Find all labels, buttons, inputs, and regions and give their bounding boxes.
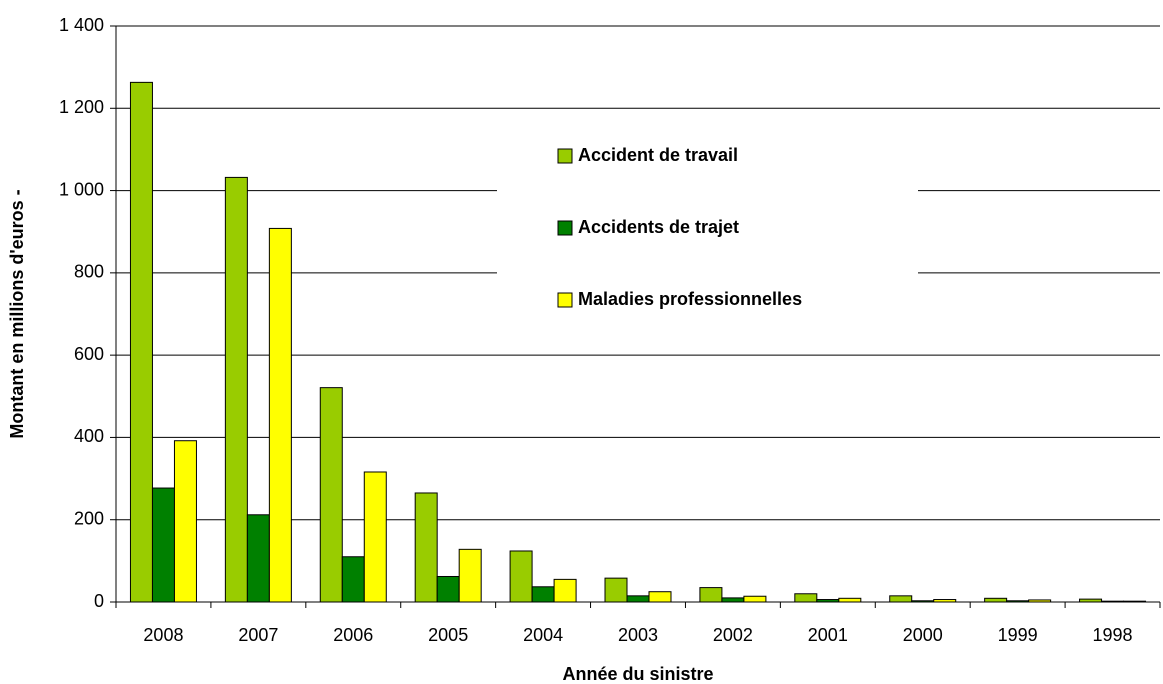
x-tick-label: 1998 <box>1093 625 1133 645</box>
y-tick-label: 1 000 <box>59 179 104 199</box>
bar <box>129 81 153 603</box>
bar <box>626 595 650 603</box>
bar <box>151 487 175 603</box>
x-tick-label: 2003 <box>618 625 658 645</box>
y-tick-label: 200 <box>74 508 104 528</box>
bar <box>224 176 248 603</box>
bar <box>1006 600 1030 603</box>
y-tick-label: 1 200 <box>59 97 104 117</box>
bar <box>173 440 197 603</box>
x-tick-label: 1999 <box>998 625 1038 645</box>
bar <box>721 597 745 603</box>
legend-swatch <box>557 292 573 308</box>
bar <box>341 556 365 603</box>
x-axis-label: Année du sinistre <box>562 664 713 684</box>
bar <box>553 578 577 603</box>
bar <box>1123 600 1147 603</box>
bar <box>816 599 840 603</box>
bar <box>414 492 438 603</box>
bar <box>911 600 935 603</box>
legend-swatch <box>557 148 573 164</box>
legend-label: Maladies professionnelles <box>578 289 802 309</box>
bar <box>268 227 292 603</box>
y-axis-label: Montant en millions d'euros - <box>7 189 27 438</box>
x-tick-label: 2008 <box>143 625 183 645</box>
bar <box>319 387 343 603</box>
x-tick-label: 2007 <box>238 625 278 645</box>
bar <box>699 587 723 603</box>
bar <box>363 471 387 603</box>
bar <box>246 514 270 603</box>
legend-swatch <box>557 220 573 236</box>
y-tick-label: 0 <box>94 591 104 611</box>
bar <box>933 599 957 603</box>
y-tick-label: 1 400 <box>59 15 104 35</box>
bar <box>604 577 628 603</box>
bar <box>648 591 672 603</box>
x-tick-label: 2006 <box>333 625 373 645</box>
bar <box>794 593 818 603</box>
bar <box>743 595 767 603</box>
y-tick-label: 400 <box>74 426 104 446</box>
legend-label: Accidents de trajet <box>578 217 739 237</box>
x-tick-label: 2005 <box>428 625 468 645</box>
bar <box>509 550 533 603</box>
y-tick-label: 600 <box>74 344 104 364</box>
bar <box>436 575 460 603</box>
legend-label: Accident de travail <box>578 145 738 165</box>
bar <box>1028 599 1052 603</box>
bar <box>838 597 862 603</box>
bar <box>984 597 1008 603</box>
x-tick-label: 2004 <box>523 625 563 645</box>
bar <box>889 595 913 603</box>
x-tick-label: 2000 <box>903 625 943 645</box>
bar <box>1101 600 1125 603</box>
bar <box>458 548 482 603</box>
y-tick-label: 800 <box>74 262 104 282</box>
bar <box>1079 598 1103 603</box>
x-tick-label: 2002 <box>713 625 753 645</box>
x-tick-label: 2001 <box>808 625 848 645</box>
bar <box>531 586 555 603</box>
